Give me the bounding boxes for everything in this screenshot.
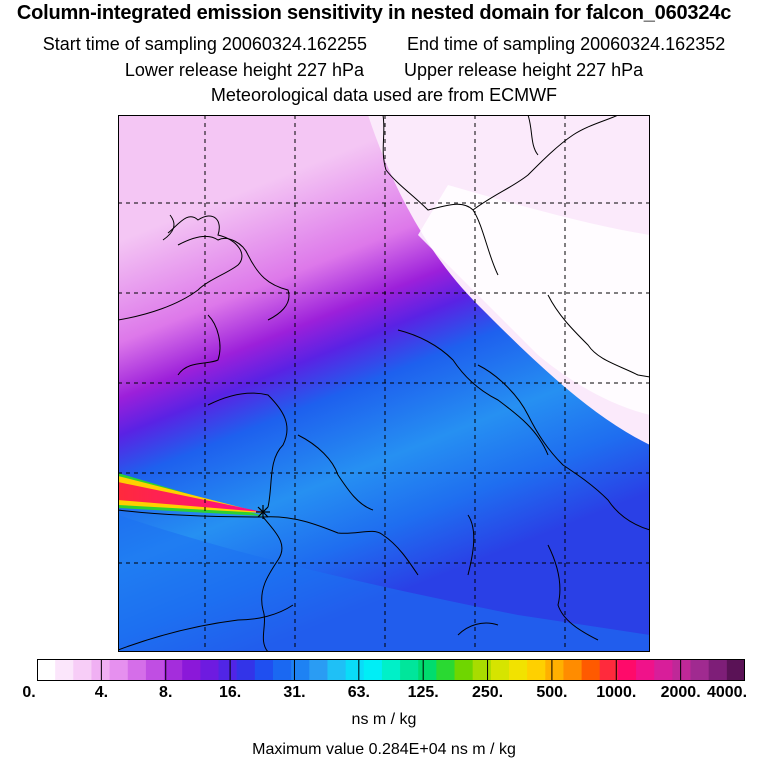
color-scale-cell — [37, 659, 56, 681]
grid-lines — [118, 115, 650, 652]
plume-core — [118, 482, 263, 512]
plume — [118, 473, 263, 516]
color-scale-cell — [490, 659, 510, 681]
color-scale-cell — [363, 659, 383, 681]
color-scale-cell — [182, 659, 201, 681]
scale-tick-label: 31. — [283, 684, 306, 701]
color-scale-cell — [73, 659, 93, 681]
color-scale-cell — [291, 659, 310, 681]
scale-tick-label: 2000. — [660, 684, 701, 701]
color-scale-cell — [509, 659, 528, 681]
scale-tick-label: 1000. — [596, 684, 637, 701]
color-scale-cell — [472, 659, 492, 681]
plume-mid — [118, 476, 263, 513]
color-scale-cell — [563, 659, 583, 681]
color-scale-cell — [400, 659, 419, 681]
sensitivity-map — [118, 115, 650, 652]
map-frame — [118, 115, 650, 652]
color-scale-cell — [200, 659, 220, 681]
color-scale-cell — [164, 659, 183, 681]
plot-title: Column-integrated emission sensitivity i… — [16, 2, 732, 24]
color-scale-cell — [127, 659, 147, 681]
color-scale-cell — [327, 659, 347, 681]
lower-band-region — [118, 515, 650, 652]
scale-tick-label: 250. — [471, 684, 504, 701]
color-scale-cell — [55, 659, 74, 681]
color-scale-cell — [381, 659, 401, 681]
color-scale-cell — [273, 659, 292, 681]
scale-tick-label: 4000. — [706, 684, 748, 701]
color-scale-cell — [109, 659, 129, 681]
color-scale-cell — [599, 659, 619, 681]
color-scale-cell — [726, 659, 745, 681]
color-scale-cell — [654, 659, 673, 681]
sampling-times: Start time of sampling 20060324.162255 En… — [0, 34, 768, 55]
scale-units: ns m / kg — [351, 711, 417, 728]
scale-tick-label: 63. — [347, 684, 370, 701]
color-scale-cell — [254, 659, 274, 681]
color-scale-cell — [236, 659, 256, 681]
color-scale-cell — [617, 659, 637, 681]
color-scale-bar — [37, 659, 745, 681]
color-scale-cell — [581, 659, 601, 681]
color-scale-cell — [708, 659, 728, 681]
color-scale-cell — [418, 659, 437, 681]
color-scale-cell — [690, 659, 710, 681]
color-scale-cell — [309, 659, 329, 681]
very-low-sensitivity-region — [418, 185, 650, 415]
coastlines — [118, 115, 650, 652]
color-scale-cell — [91, 659, 111, 681]
scale-tick-label: 125. — [407, 684, 439, 701]
end-time: End time of sampling 20060324.162352 — [407, 34, 726, 54]
scale-tick-label: 8. — [159, 684, 173, 701]
scale-tick-label: 16. — [218, 684, 242, 701]
scale-tick-label: 0. — [22, 684, 36, 701]
scale-tick-label: 500. — [536, 684, 568, 701]
meteo-source: Meteorological data used are from ECMWF — [210, 85, 558, 105]
color-scale-cell — [218, 659, 238, 681]
scale-tick-label: 4. — [94, 684, 109, 701]
color-scale-cell — [145, 659, 165, 681]
color-scale-cell — [527, 659, 546, 681]
maximum-value: Maximum value 0.284E+04 ns m / kg — [252, 741, 516, 758]
lower-release-height: Lower release height 227 hPa — [124, 60, 364, 80]
upper-release-height: Upper release height 227 hPa — [404, 60, 644, 80]
color-scale-cell — [636, 659, 655, 681]
start-time: Start time of sampling 20060324.162255 — [42, 34, 367, 54]
color-scale-cell — [454, 659, 474, 681]
color-scale-cell — [436, 659, 456, 681]
star-icon — [256, 505, 270, 519]
color-scale-cell — [345, 659, 365, 681]
release-heights: Lower release height 227 hPa Upper releas… — [0, 60, 768, 81]
color-scale-cell — [672, 659, 692, 681]
color-scale-cell — [545, 659, 565, 681]
